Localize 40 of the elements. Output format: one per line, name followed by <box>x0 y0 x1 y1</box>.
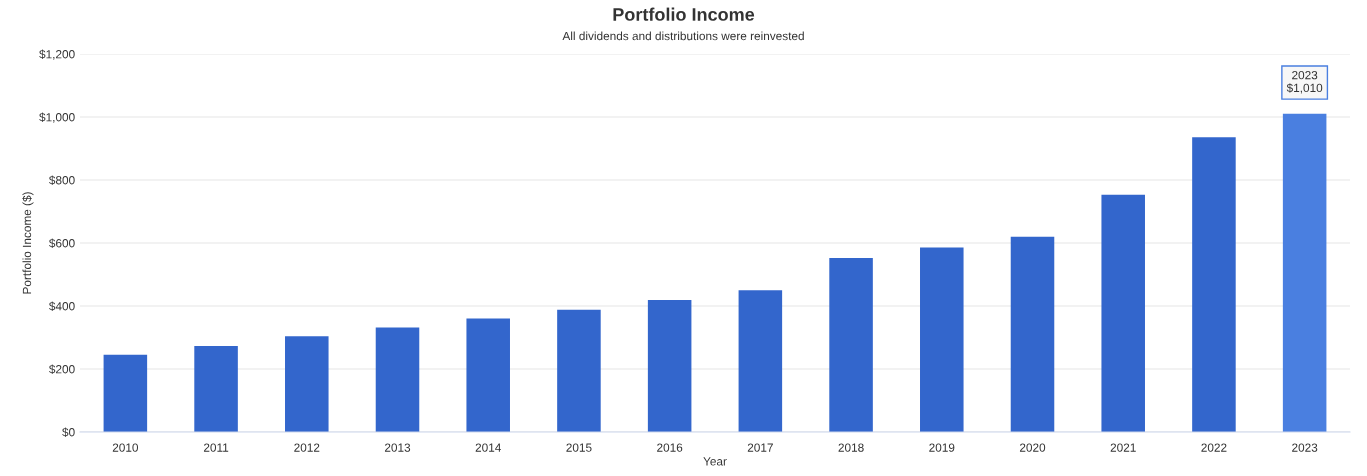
bar <box>557 309 601 432</box>
bar <box>738 290 783 432</box>
x-tick-label: 2016 <box>657 443 683 452</box>
x-tick-label: 2021 <box>1110 443 1136 452</box>
x-tick-label: 2010 <box>112 443 139 452</box>
x-tick-label: 2019 <box>929 443 955 452</box>
chart-subtitle: All dividends and distributions were reinvested <box>562 31 804 41</box>
bar <box>647 300 692 432</box>
bar <box>1010 236 1055 432</box>
y-tick-label: $1,200 <box>39 49 75 60</box>
x-tick-label: 2017 <box>747 443 773 452</box>
annotation: 2023 $1,010 <box>1286 71 1323 94</box>
y-tick-label: $0 <box>62 427 75 438</box>
x-axis-title: Year <box>703 457 727 466</box>
y-tick-label: $800 <box>49 175 75 186</box>
x-tick-label: 2012 <box>294 443 320 452</box>
bar <box>285 336 329 432</box>
bar <box>1101 194 1145 432</box>
x-tick-label: 2013 <box>384 443 411 452</box>
bar <box>1192 137 1236 432</box>
chart-title: Portfolio Income <box>613 7 755 21</box>
bar <box>1282 113 1327 432</box>
y-tick-label: $600 <box>49 238 75 249</box>
bar <box>103 354 148 432</box>
y-axis-title: Portfolio Income ($) <box>22 192 34 294</box>
y-tick-label: $1,000 <box>39 112 75 123</box>
bar <box>375 327 420 432</box>
x-tick-label: 2020 <box>1019 443 1046 452</box>
x-tick-label: 2015 <box>566 443 592 452</box>
y-tick-label: $400 <box>49 301 75 312</box>
x-tick-label: 2014 <box>475 443 501 452</box>
bar <box>920 247 964 432</box>
x-tick-label: 2023 <box>1292 443 1318 452</box>
x-tick-label: 2022 <box>1201 443 1227 452</box>
bar <box>194 346 238 432</box>
bar <box>829 258 873 432</box>
bar <box>466 318 510 432</box>
x-tick-label: 2011 <box>203 443 229 452</box>
x-tick-label: 2018 <box>838 443 864 452</box>
y-tick-label: $200 <box>49 364 75 375</box>
